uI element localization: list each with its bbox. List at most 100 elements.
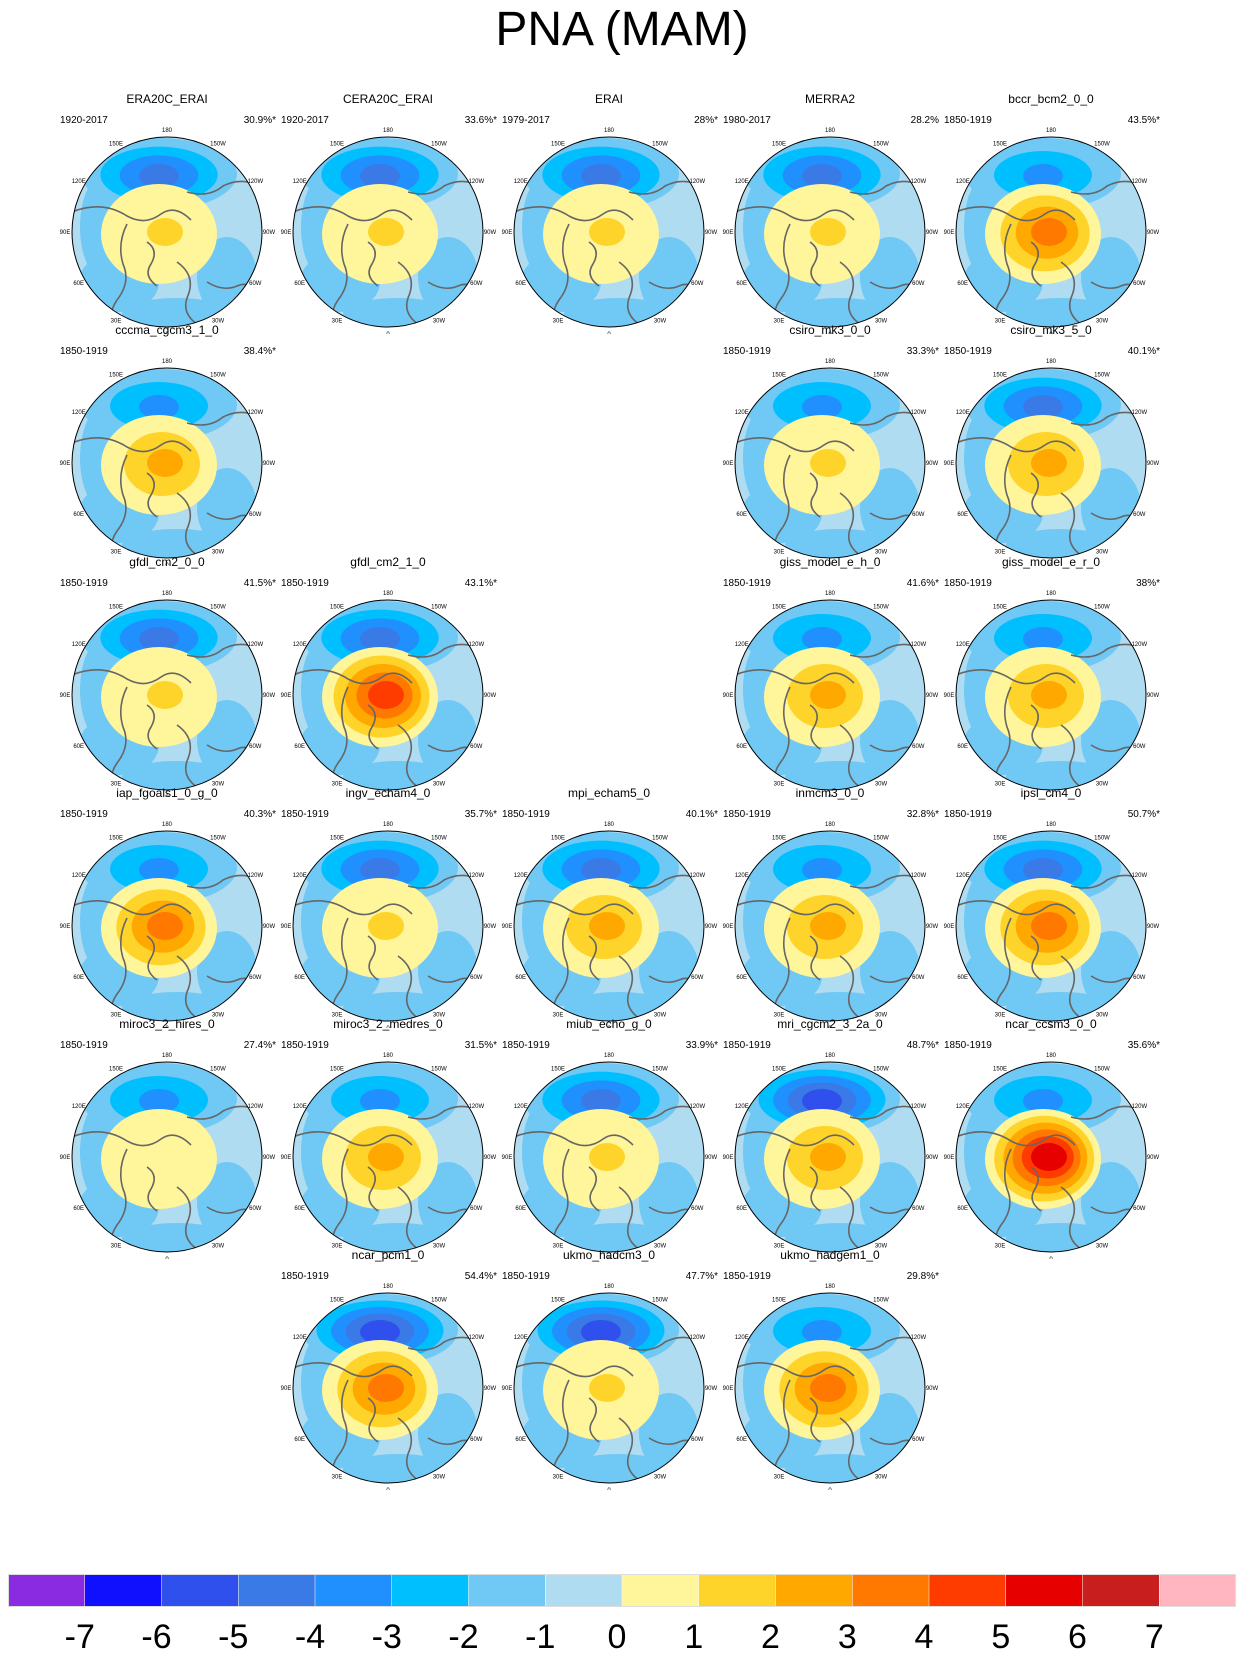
panel-variance: 43.5%* xyxy=(1127,115,1160,126)
panel-period: 1850-1919 xyxy=(502,809,550,820)
longitude-label: 150W xyxy=(873,605,889,611)
panel-title: cccma_cgcm3_1_0 xyxy=(115,323,219,337)
map-panel: ukmo_hadgem1_0 1850-1919 29.8%* 180 150W 120W… xyxy=(713,1248,947,1490)
longitude-label: 30E xyxy=(774,318,785,324)
pna-ridge-contour xyxy=(147,912,183,940)
colorbar-bin xyxy=(84,1574,163,1608)
coastline xyxy=(809,472,821,518)
longitude-label: 120W xyxy=(1131,179,1147,185)
polar-map: 180 150W 120W 90W 60W 30W 0 30E 60E 90E 120E 150E xyxy=(944,128,1160,334)
pna-ridge-contour xyxy=(1031,681,1067,709)
colorbar-bin xyxy=(161,1574,239,1608)
coastline xyxy=(514,1131,634,1147)
longitude-label: 120E xyxy=(735,1104,749,1110)
panel-title: csiro_mk3_5_0 xyxy=(1010,323,1092,337)
coastline xyxy=(956,437,1076,453)
panel-title: CERA20C_ERAI xyxy=(342,92,434,106)
longitude-label: 150W xyxy=(652,836,668,842)
longitude-label: 150W xyxy=(431,1298,447,1304)
longitude-label: 120E xyxy=(293,1104,307,1110)
colorbar-bin xyxy=(928,1574,1007,1608)
pna-ridge-contour xyxy=(810,1374,846,1402)
longitude-label: 90W xyxy=(705,924,718,930)
map-panel: csiro_mk3_5_0 1850-1919 40.1%* 180 150W 120W 9… xyxy=(934,323,1168,565)
pna-ridge-contour xyxy=(368,1143,404,1171)
longitude-label: 120E xyxy=(72,642,86,648)
polar-map: 180 150W 120W 90W 60W 30W 0 30E 60E 90E 120E 150E xyxy=(723,591,939,797)
longitude-label: 90E xyxy=(723,1155,734,1161)
longitude-label: 120E xyxy=(735,873,749,879)
longitude-label: 30E xyxy=(774,1474,785,1480)
longitude-label: 30E xyxy=(995,549,1006,555)
pna-trough-contour xyxy=(1023,164,1063,188)
longitude-label: 180 xyxy=(604,1053,615,1059)
polar-map: 180 150W 120W 90W 60W 30W 0 30E 60E 90E 120E 150E xyxy=(944,1053,1160,1259)
map-boundary xyxy=(734,1061,926,1253)
longitude-label: 150W xyxy=(873,836,889,842)
polar-map: 180 150W 120W 90W 60W 30W 0 30E 60E 90E 120E 150E xyxy=(281,591,497,797)
pna-ridge-contour xyxy=(810,681,846,709)
longitude-label: 30W xyxy=(1096,318,1109,324)
longitude-label: 90W xyxy=(263,924,276,930)
map-boundary xyxy=(71,830,263,1022)
panel-period: 1920-2017 xyxy=(281,115,329,126)
longitude-label: 60E xyxy=(73,512,84,518)
longitude-label: 0 xyxy=(828,795,832,797)
colorbar-tick-label: -6 xyxy=(141,1618,171,1654)
longitude-label: 150E xyxy=(109,836,123,842)
colorbar-bin xyxy=(1159,1574,1236,1608)
longitude-label: 120E xyxy=(72,1104,86,1110)
coastline xyxy=(1060,492,1088,558)
panel-title: ingv_echam4_0 xyxy=(345,786,431,800)
coastline xyxy=(588,1166,600,1212)
longitude-label: 120W xyxy=(910,642,926,648)
pna-trough-contour xyxy=(360,164,400,188)
map-panel: CERA20C_ERAI 1920-2017 33.6%* 180 150W 120W 90… xyxy=(271,92,505,334)
longitude-label: 150E xyxy=(993,605,1007,611)
longitude-label: 90W xyxy=(926,230,939,236)
longitude-label: 30W xyxy=(212,549,225,555)
colorbar-tick-label: -4 xyxy=(295,1618,325,1654)
longitude-label: 90E xyxy=(281,924,292,930)
longitude-label: 60E xyxy=(957,744,968,750)
longitude-label: 60E xyxy=(515,281,526,287)
coastline xyxy=(397,955,425,1021)
pna-trough-contour xyxy=(1023,858,1063,882)
longitude-label: 120E xyxy=(293,179,307,185)
longitude-label: 120E xyxy=(293,1335,307,1341)
coastline xyxy=(1030,704,1042,750)
map-boundary xyxy=(292,136,484,328)
longitude-label: 60E xyxy=(73,744,84,750)
longitude-label: 120W xyxy=(910,1104,926,1110)
colorbar-bin xyxy=(468,1574,546,1608)
map-panel: mpi_echam5_0 1850-1919 40.1%* 180 150W 120W 90… xyxy=(492,786,726,1028)
longitude-label: 120E xyxy=(514,873,528,879)
coastline xyxy=(809,1397,821,1443)
map-boundary xyxy=(734,830,926,1022)
longitude-label: 60E xyxy=(957,1206,968,1212)
panel-title: mpi_echam5_0 xyxy=(567,786,651,800)
longitude-label: 0 xyxy=(165,332,169,334)
longitude-label: 90W xyxy=(263,1155,276,1161)
longitude-label: 180 xyxy=(604,1284,615,1290)
colorbar-tick-label: -1 xyxy=(525,1618,555,1654)
longitude-label: 30W xyxy=(1096,781,1109,787)
longitude-label: 0 xyxy=(828,563,832,565)
colorbar-tick-label: 7 xyxy=(1145,1618,1164,1654)
longitude-label: 60W xyxy=(470,744,483,750)
longitude-label: 120E xyxy=(293,642,307,648)
map-panel: inmcm3_0_0 1850-1919 32.8%* 180 150W 120W 90W 6… xyxy=(713,786,947,1028)
longitude-label: 30W xyxy=(433,1243,446,1249)
longitude-label: 60W xyxy=(1133,1206,1146,1212)
coastline xyxy=(293,206,413,222)
longitude-label: 90E xyxy=(723,924,734,930)
longitude-label: 90W xyxy=(484,1386,497,1392)
coastline xyxy=(1030,1166,1042,1212)
coastline xyxy=(146,704,158,750)
panel-title: ncar_pcm1_0 xyxy=(351,1248,425,1262)
panel-variance: 31.5%* xyxy=(464,1040,497,1051)
longitude-label: 90E xyxy=(502,1155,513,1161)
pna-trough-contour xyxy=(581,1089,621,1113)
pna-ridge-contour xyxy=(101,1109,217,1209)
panel-period: 1850-1919 xyxy=(944,346,992,357)
